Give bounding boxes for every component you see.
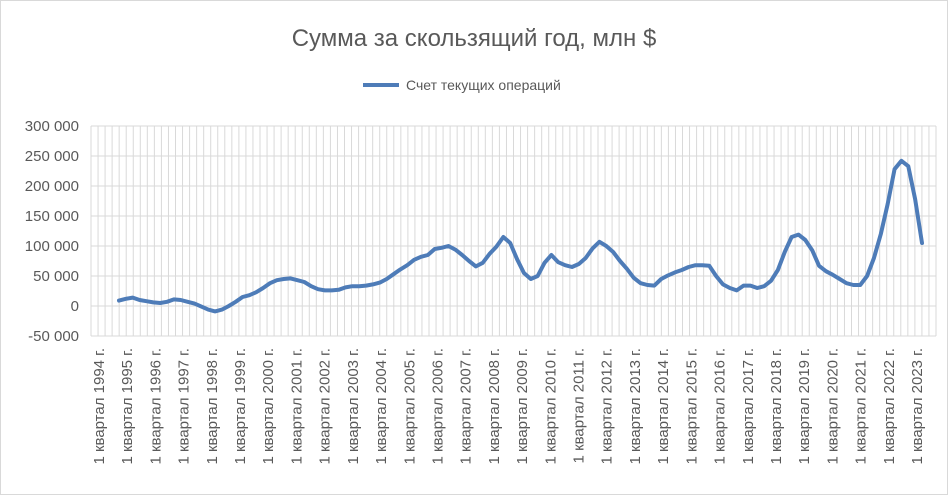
x-tick-label: 1 квартал 2011 г. xyxy=(571,348,588,463)
y-tick-label: 300 000 xyxy=(25,118,79,135)
x-tick-label: 1 квартал 2019 г. xyxy=(796,348,813,465)
x-tick-label: 1 квартал 2017 г. xyxy=(740,348,757,465)
y-tick-label: 100 000 xyxy=(25,238,79,255)
x-tick-label: 1 квартал 2023 г. xyxy=(909,348,926,465)
y-tick-label: -50 000 xyxy=(28,328,79,345)
x-tick-label: 1 квартал 1995 г. xyxy=(119,348,136,465)
x-tick-label: 1 квартал 1999 г. xyxy=(232,348,249,465)
x-tick-label: 1 квартал 2003 г. xyxy=(345,348,362,465)
x-tick-label: 1 квартал 2018 г. xyxy=(768,348,785,465)
x-tick-label: 1 квартал 2006 г. xyxy=(429,348,446,465)
x-tick-label: 1 квартал 2001 г. xyxy=(288,348,305,465)
x-tick-label: 1 квартал 1997 г. xyxy=(176,348,193,465)
y-tick-label: 150 000 xyxy=(25,208,79,225)
y-tick-label: 200 000 xyxy=(25,178,79,195)
x-tick-label: 1 квартал 2013 г. xyxy=(627,348,644,465)
series-layer xyxy=(117,158,924,314)
x-tick-label: 1 квартал 2020 г. xyxy=(824,348,841,465)
y-tick-label: 250 000 xyxy=(25,148,79,165)
x-tick-label: 1 квартал 2022 г. xyxy=(881,348,898,465)
x-tick-label: 1 квартал 1996 г. xyxy=(147,348,164,465)
y-tick-label: 0 xyxy=(71,298,79,315)
x-tick-label: 1 квартал 2016 г. xyxy=(712,348,729,465)
x-axis-ticks: 1 квартал 1994 г. 1 квартал 1995 г. 1 квар… xyxy=(91,348,926,465)
y-axis-ticks: -50 000 0 50 000 100 000 150 000 200 000 250 0… xyxy=(25,118,79,345)
x-tick-label: 1 квартал 2004 г. xyxy=(373,348,390,465)
x-tick-label: 1 квартал 2014 г. xyxy=(655,348,672,465)
x-tick-label: 1 квартал 2009 г. xyxy=(514,348,531,465)
legend: Счет текущих операций xyxy=(363,77,561,93)
chart-title: Сумма за скользящий год, млн $ xyxy=(292,25,657,52)
x-tick-label: 1 квартал 2010 г. xyxy=(542,348,559,465)
x-tick-label: 1 квартал 2008 г. xyxy=(486,348,503,465)
x-tick-label: 1 квартал 2005 г. xyxy=(401,348,418,465)
legend-label: Счет текущих операций xyxy=(406,77,561,93)
x-tick-label: 1 квартал 1998 г. xyxy=(204,348,221,465)
gridlines xyxy=(90,125,937,337)
x-tick-label: 1 квартал 2000 г. xyxy=(260,348,277,465)
y-tick-label: 50 000 xyxy=(33,268,79,285)
x-tick-label: 1 квартал 2012 г. xyxy=(599,348,616,465)
x-tick-label: 1 квартал 1994 г. xyxy=(91,348,108,465)
x-tick-label: 1 квартал 2002 г. xyxy=(317,348,334,465)
x-tick-label: 1 квартал 2021 г. xyxy=(853,348,870,465)
x-tick-label: 1 квартал 2007 г. xyxy=(458,348,475,465)
x-tick-label: 1 квартал 2015 г. xyxy=(683,348,700,465)
series-line-current-account xyxy=(117,158,924,314)
